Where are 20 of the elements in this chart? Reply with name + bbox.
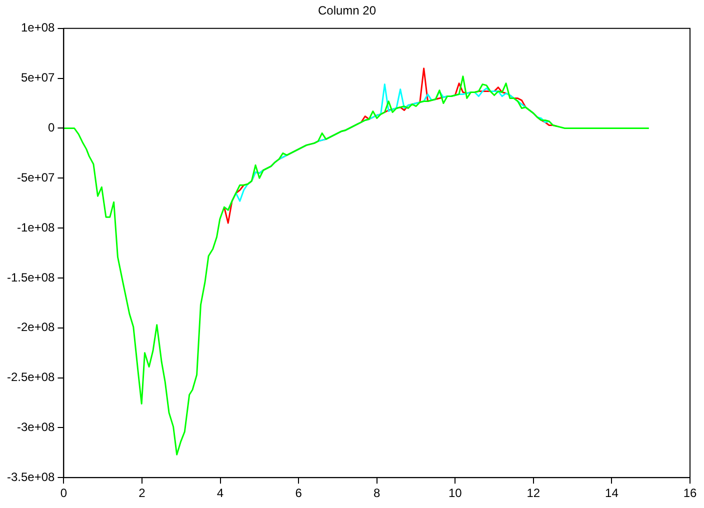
y-tick-label: 1e+08 [21, 20, 56, 35]
y-tick-label: -1.5e+08 [6, 270, 56, 284]
chart-title: Column 20 [318, 4, 376, 18]
y-tick-label: 0 [48, 120, 56, 135]
y-tick-label: -3e+08 [17, 420, 56, 434]
y-tick-label: -2e+08 [17, 320, 56, 334]
x-tick-label: 10 [448, 486, 462, 500]
x-tick-label: 16 [683, 486, 697, 500]
y-tick-label: -5e+07 [17, 170, 56, 184]
x-tick-label: 14 [605, 486, 619, 500]
x-tick-label: 6 [295, 486, 302, 500]
x-tick-label: 0 [60, 486, 68, 500]
y-tick-label: 5e+07 [21, 70, 56, 85]
x-tick-label: 4 [216, 486, 224, 500]
y-tick-label: -3.5e+08 [6, 470, 56, 484]
x-tick-label: 8 [374, 486, 381, 500]
y-tick-label: -1e+08 [17, 220, 56, 234]
y-tick-label: -2.5e+08 [6, 370, 56, 384]
x-tick-label: 12 [526, 486, 540, 500]
x-tick-label: 2 [138, 486, 146, 500]
